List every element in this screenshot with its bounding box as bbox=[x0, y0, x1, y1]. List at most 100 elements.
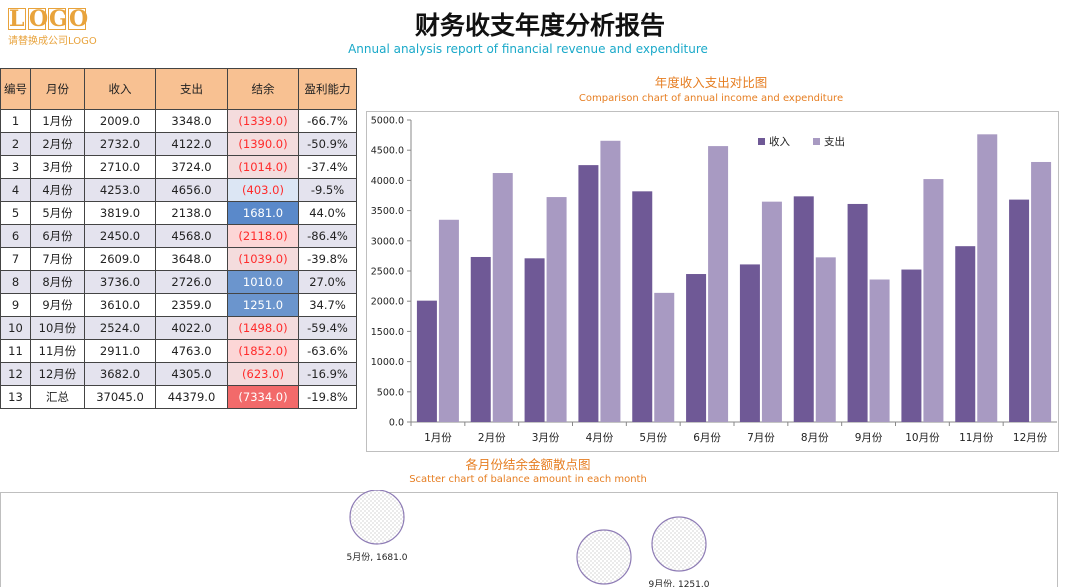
cell-month: 8月份 bbox=[30, 270, 85, 294]
expense-bar bbox=[600, 140, 621, 423]
cell-income: 2450.0 bbox=[84, 224, 156, 248]
cell-balance: 1681.0 bbox=[227, 201, 299, 225]
y-tick-label: 1500.0 bbox=[371, 327, 404, 338]
scatter-chart-title: 各月份结余金额散点图 bbox=[465, 457, 591, 472]
x-tick-label: 1月份 bbox=[424, 432, 452, 444]
scatter-chart: 5月份, 1681.0 9月份, 1251.0 bbox=[0, 490, 1058, 587]
finance-table: 编号 月份 收入 支出 结余 盈利能力 1 1月份 2009.0 3348.0 (133… bbox=[0, 68, 357, 409]
cell-id: 6 bbox=[0, 224, 31, 248]
income-bar bbox=[847, 203, 868, 422]
table-row: 13 汇总 37045.0 44379.0 (7334.0) -19.8% bbox=[0, 385, 357, 409]
y-tick-label: 5000.0 bbox=[371, 116, 404, 127]
cell-profitability: 44.0% bbox=[298, 201, 357, 225]
y-tick-label: 1000.0 bbox=[371, 357, 404, 368]
cell-profitability: -66.7% bbox=[298, 109, 357, 133]
logo-letter: G bbox=[48, 6, 69, 32]
cell-profitability: -19.8% bbox=[298, 385, 357, 409]
cell-income: 2524.0 bbox=[84, 316, 156, 340]
x-tick-label: 7月份 bbox=[747, 432, 775, 444]
cell-balance: (1852.0) bbox=[227, 339, 299, 363]
cell-profitability: -37.4% bbox=[298, 155, 357, 179]
bar-chart-title: 年度收入支出对比图 bbox=[654, 75, 768, 90]
scatter-chart-subtitle: Scatter chart of balance amount in each … bbox=[409, 474, 647, 485]
table-row: 7 7月份 2609.0 3648.0 (1039.0) -39.8% bbox=[0, 247, 357, 271]
cell-month: 11月份 bbox=[30, 339, 85, 363]
header-income: 收入 bbox=[84, 68, 156, 110]
x-tick-label: 11月份 bbox=[959, 432, 994, 444]
cell-income: 2911.0 bbox=[84, 339, 156, 363]
cell-income: 3819.0 bbox=[84, 201, 156, 225]
cell-month: 7月份 bbox=[30, 247, 85, 271]
cell-expense: 2138.0 bbox=[155, 201, 228, 225]
cell-expense: 4763.0 bbox=[155, 339, 228, 363]
cell-profitability: 27.0% bbox=[298, 270, 357, 294]
x-tick-label: 6月份 bbox=[693, 432, 721, 444]
cell-expense: 44379.0 bbox=[155, 385, 228, 409]
expense-bar bbox=[546, 197, 567, 422]
cell-id: 8 bbox=[0, 270, 31, 294]
cell-id: 12 bbox=[0, 362, 31, 386]
y-tick-label: 500.0 bbox=[377, 387, 404, 398]
header-balance: 结余 bbox=[227, 68, 299, 110]
cell-profitability: -63.6% bbox=[298, 339, 357, 363]
cell-balance: (1390.0) bbox=[227, 132, 299, 156]
cell-month: 2月份 bbox=[30, 132, 85, 156]
cell-id: 10 bbox=[0, 316, 31, 340]
cell-id: 2 bbox=[0, 132, 31, 156]
x-tick-label: 12月份 bbox=[1013, 432, 1048, 444]
cell-id: 9 bbox=[0, 293, 31, 317]
cell-expense: 2726.0 bbox=[155, 270, 228, 294]
table-row: 6 6月份 2450.0 4568.0 (2118.0) -86.4% bbox=[0, 224, 357, 248]
cell-month: 汇总 bbox=[30, 385, 85, 409]
cell-income: 2009.0 bbox=[84, 109, 156, 133]
cell-profitability: -39.8% bbox=[298, 247, 357, 271]
table-header-row: 编号 月份 收入 支出 结余 盈利能力 bbox=[0, 68, 357, 110]
x-tick-label: 9月份 bbox=[855, 432, 883, 444]
expense-bar bbox=[815, 257, 836, 422]
cell-income: 3610.0 bbox=[84, 293, 156, 317]
cell-profitability: -50.9% bbox=[298, 132, 357, 156]
cell-income: 4253.0 bbox=[84, 178, 156, 202]
cell-income: 2710.0 bbox=[84, 155, 156, 179]
logo-mark: L OGO bbox=[8, 8, 97, 30]
cell-id: 5 bbox=[0, 201, 31, 225]
cell-expense: 3724.0 bbox=[155, 155, 228, 179]
cell-balance: (1498.0) bbox=[227, 316, 299, 340]
cell-income: 3736.0 bbox=[84, 270, 156, 294]
cell-month: 1月份 bbox=[30, 109, 85, 133]
table-row: 12 12月份 3682.0 4305.0 (623.0) -16.9% bbox=[0, 362, 357, 386]
cell-month: 6月份 bbox=[30, 224, 85, 248]
table-row: 2 2月份 2732.0 4122.0 (1390.0) -50.9% bbox=[0, 132, 357, 156]
y-tick-label: 4000.0 bbox=[371, 176, 404, 187]
table-row: 9 9月份 3610.0 2359.0 1251.0 34.7% bbox=[0, 293, 357, 317]
x-tick-label: 2月份 bbox=[478, 432, 506, 444]
cell-month: 10月份 bbox=[30, 316, 85, 340]
cell-expense: 3648.0 bbox=[155, 247, 228, 271]
logo-subtitle: 请替换成公司LOGO bbox=[8, 36, 97, 47]
scatter-point bbox=[349, 490, 405, 545]
legend-label: 支出 bbox=[824, 135, 845, 148]
scatter-point-label: 9月份, 1251.0 bbox=[649, 578, 710, 587]
cell-expense: 4568.0 bbox=[155, 224, 228, 248]
x-tick-label: 8月份 bbox=[801, 432, 829, 444]
y-tick-label: 3500.0 bbox=[371, 206, 404, 217]
legend-swatch bbox=[758, 138, 765, 145]
header-month: 月份 bbox=[30, 68, 85, 110]
x-tick-label: 5月份 bbox=[639, 432, 667, 444]
cell-id: 4 bbox=[0, 178, 31, 202]
income-bar bbox=[524, 258, 545, 422]
expense-bar bbox=[977, 134, 998, 422]
cell-id: 11 bbox=[0, 339, 31, 363]
income-bar bbox=[739, 264, 760, 422]
company-logo: L OGO 请替换成公司LOGO bbox=[8, 8, 97, 47]
y-tick-label: 2500.0 bbox=[371, 267, 404, 278]
cell-expense: 4656.0 bbox=[155, 178, 228, 202]
logo-letter: L bbox=[8, 6, 26, 32]
y-tick-label: 3000.0 bbox=[371, 236, 404, 247]
table-row: 1 1月份 2009.0 3348.0 (1339.0) -66.7% bbox=[0, 109, 357, 133]
cell-expense: 2359.0 bbox=[155, 293, 228, 317]
header-id: 编号 bbox=[0, 68, 31, 110]
logo-letter: O bbox=[68, 6, 90, 32]
cell-month: 9月份 bbox=[30, 293, 85, 317]
cell-balance: (1039.0) bbox=[227, 247, 299, 271]
